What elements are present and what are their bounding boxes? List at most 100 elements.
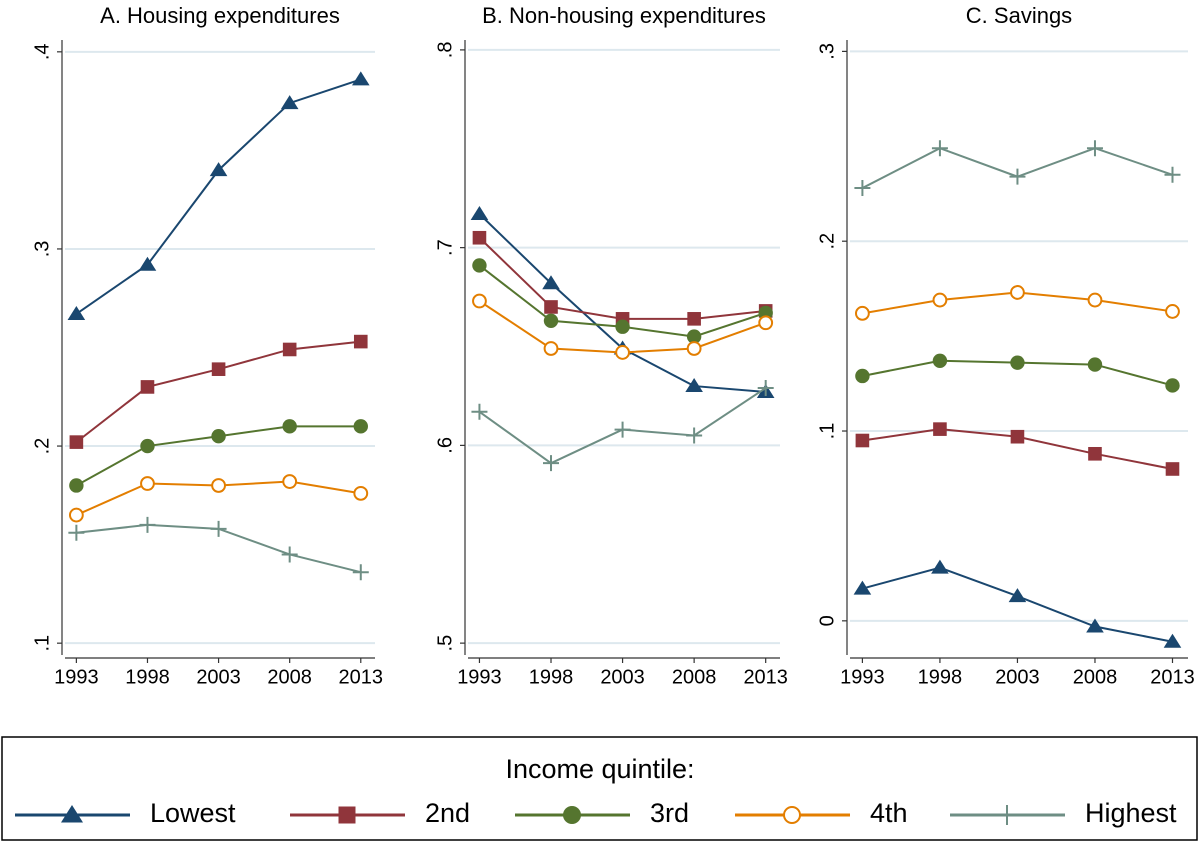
- marker-circle: [472, 258, 487, 273]
- marker-hollow-circle: [932, 292, 948, 308]
- x-tick-label: 1993: [840, 666, 885, 688]
- y-tick-label: .3: [816, 43, 838, 60]
- series-line: [478, 237, 766, 320]
- marker-triangle: [61, 805, 83, 823]
- marker-plus: [210, 520, 227, 537]
- marker-hollow-circle: [1010, 285, 1025, 300]
- legend-label: 4th: [870, 798, 908, 828]
- marker-triangle: [853, 580, 872, 595]
- x-tick-label: 1998: [529, 666, 574, 688]
- marker-square: [544, 300, 558, 314]
- marker-hollow-circle: [472, 293, 487, 309]
- marker-square: [1010, 429, 1025, 444]
- marker-circle: [282, 419, 297, 434]
- y-tick-label: .2: [816, 233, 838, 250]
- marker-square: [1088, 446, 1102, 461]
- legend-label: 2nd: [425, 798, 470, 828]
- marker-triangle: [67, 305, 86, 320]
- y-tick-label: .1: [816, 423, 838, 440]
- marker-plus: [931, 140, 948, 157]
- x-tick-label: 2003: [600, 666, 645, 688]
- y-tick-label: .7: [434, 239, 456, 256]
- marker-hollow-circle: [1087, 292, 1103, 308]
- marker-square: [211, 362, 226, 376]
- marker-triangle: [542, 275, 560, 290]
- y-tick-label: .6: [434, 437, 456, 454]
- y-tick-label: .5: [434, 635, 456, 652]
- marker-circle: [543, 313, 559, 329]
- marker-square: [140, 380, 155, 394]
- x-tick-label: 2003: [196, 666, 241, 688]
- marker-triangle: [280, 95, 299, 110]
- marker-plus: [281, 546, 298, 563]
- marker-square: [1165, 462, 1180, 476]
- y-tick-label: .8: [434, 42, 456, 59]
- marker-plus: [757, 380, 774, 397]
- marker-circle: [615, 319, 630, 334]
- x-tick-label: 2003: [995, 666, 1040, 688]
- legend-label: Lowest: [150, 798, 236, 828]
- series-line: [862, 566, 1173, 643]
- marker-hollow-circle: [211, 478, 226, 493]
- marker-square: [472, 230, 487, 245]
- marker-hollow-circle: [615, 345, 630, 360]
- marker-circle: [140, 438, 155, 454]
- series-line: [478, 213, 766, 393]
- x-tick-label: 2008: [1073, 666, 1118, 688]
- marker-plus: [68, 524, 85, 541]
- legend-box: [1, 736, 1198, 841]
- marker-circle: [211, 429, 226, 444]
- marker-triangle: [470, 206, 489, 221]
- marker-triangle: [1163, 633, 1182, 648]
- marker-circle: [1087, 357, 1103, 372]
- marker-square: [855, 433, 870, 448]
- marker-plus: [471, 403, 488, 420]
- marker-hollow-circle: [686, 341, 702, 356]
- x-tick-label: 1998: [125, 666, 170, 688]
- y-tick-label: .3: [31, 241, 53, 258]
- marker-circle: [855, 368, 870, 384]
- panel-title: B. Non-housing expenditures: [482, 3, 766, 28]
- y-tick-label: .2: [31, 438, 53, 455]
- marker-plus: [686, 427, 703, 444]
- marker-plus: [352, 564, 369, 581]
- legend-label: Highest: [1085, 798, 1177, 828]
- marker-hollow-circle: [758, 315, 774, 331]
- marker-triangle: [351, 71, 370, 86]
- x-tick-label: 2013: [743, 666, 788, 688]
- marker-circle: [563, 806, 581, 824]
- marker-hollow-circle: [1165, 304, 1180, 319]
- legend-label: 3rd: [650, 798, 689, 828]
- marker-hollow-circle: [783, 806, 801, 824]
- marker-plus: [614, 421, 631, 438]
- marker-hollow-circle: [855, 305, 870, 321]
- marker-hollow-circle: [353, 485, 369, 501]
- marker-square: [282, 342, 297, 357]
- y-tick-label: 0: [816, 615, 838, 626]
- marker-plus: [854, 180, 871, 197]
- y-tick-label: .1: [31, 635, 53, 652]
- x-tick-label: 2008: [267, 666, 312, 688]
- marker-plus: [139, 516, 156, 533]
- marker-plus: [1086, 140, 1103, 157]
- x-tick-label: 2013: [339, 666, 384, 688]
- x-tick-label: 2013: [1150, 666, 1195, 688]
- series-line: [75, 78, 362, 315]
- marker-circle: [1010, 355, 1025, 370]
- marker-square: [69, 435, 84, 449]
- marker-square: [353, 334, 368, 349]
- marker-circle: [69, 478, 84, 493]
- x-tick-label: 1993: [457, 666, 502, 688]
- marker-square: [338, 806, 356, 824]
- x-tick-label: 1998: [918, 666, 963, 688]
- marker-hollow-circle: [543, 341, 559, 356]
- y-tick-label: .4: [31, 43, 53, 60]
- marker-square: [933, 422, 947, 436]
- legend-title: Income quintile:: [505, 754, 694, 784]
- x-tick-label: 1993: [54, 666, 99, 688]
- marker-triangle: [685, 378, 703, 393]
- marker-plus: [997, 805, 1017, 825]
- marker-hollow-circle: [282, 474, 298, 489]
